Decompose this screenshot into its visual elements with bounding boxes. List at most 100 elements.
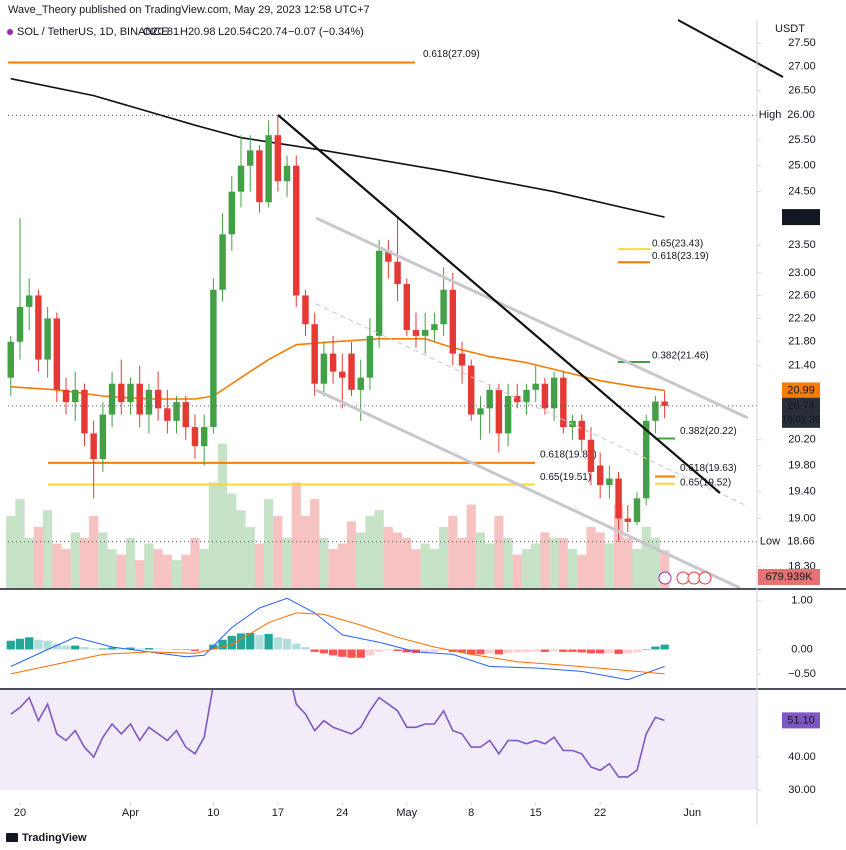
candle-body <box>311 324 318 384</box>
volume-bar <box>512 554 522 588</box>
volume-bar <box>475 532 486 588</box>
macd-bar <box>614 649 623 654</box>
rsi-panel <box>0 690 757 791</box>
trendline <box>677 19 784 78</box>
symbol-icon <box>7 29 13 35</box>
candle-body <box>486 389 493 409</box>
macd-bar <box>439 649 448 651</box>
volume-bar <box>116 554 126 588</box>
candle-body <box>256 150 263 203</box>
fib-label: 0.382(21.46) <box>652 351 709 362</box>
candle-body <box>596 465 604 486</box>
icon <box>658 571 672 585</box>
candle-body <box>99 414 107 459</box>
volume-bar <box>411 549 421 588</box>
candle-body <box>458 353 466 366</box>
macd-bar <box>52 643 61 650</box>
candle-body <box>246 150 254 166</box>
macd-bar <box>80 647 89 650</box>
macd-bar <box>522 649 531 652</box>
candle-body <box>339 371 346 378</box>
y-tick-label: 21.40 <box>788 359 816 371</box>
fib-label: 0.65(23.43) <box>652 239 703 250</box>
volume-bar <box>383 526 393 588</box>
y-tick-label: 23.50 <box>788 239 816 251</box>
volume-bar <box>660 550 670 588</box>
badge-tag: High <box>759 109 782 121</box>
macd-bar <box>402 649 411 653</box>
candle-body <box>118 383 125 403</box>
candle-body <box>72 389 79 403</box>
candle-body <box>283 165 291 182</box>
volume-bar <box>577 554 587 588</box>
candle-body <box>108 383 116 415</box>
fib-label: 0.65(19.52) <box>680 477 731 488</box>
macd-bar <box>190 649 200 651</box>
price-badge-label: 20.74 <box>787 400 815 412</box>
fib-label: 0.618(19.63) <box>680 463 737 474</box>
volume-bar <box>328 549 338 588</box>
candle-body <box>523 389 530 403</box>
macd-bar <box>135 648 144 650</box>
channel-top <box>315 216 749 420</box>
indicator-line <box>10 597 665 681</box>
volume-bar <box>217 443 228 588</box>
volume-bar <box>641 526 651 588</box>
price-badge <box>782 107 820 124</box>
macd-bar <box>246 632 255 650</box>
candle-body <box>154 389 162 409</box>
candle-body <box>357 377 364 390</box>
candle-body <box>468 365 475 415</box>
y-tick-label: 23.00 <box>788 267 816 279</box>
volume-bar <box>346 521 357 588</box>
brand-logo <box>6 833 18 842</box>
volume-bar <box>567 549 578 588</box>
volume-bar <box>199 549 209 588</box>
candle-body <box>293 165 300 296</box>
candle-body <box>164 408 171 421</box>
candle-body <box>182 402 189 428</box>
candle-body <box>228 191 236 235</box>
candle-body <box>633 498 641 522</box>
candle-body <box>145 389 153 415</box>
volume-bar <box>190 538 200 588</box>
volume-bar <box>466 504 476 588</box>
candle-body <box>449 289 457 354</box>
macd-bar <box>642 649 651 650</box>
macd-bar <box>301 647 310 650</box>
ohlc-value: O20.81 <box>143 26 179 38</box>
volume-bar <box>632 549 642 588</box>
macd-bar <box>421 649 430 653</box>
y-tick-label: 26.50 <box>788 85 816 97</box>
volume-bar <box>43 510 53 588</box>
volume-bar <box>337 543 347 588</box>
channel-mid <box>315 303 746 506</box>
candle-body <box>642 420 650 499</box>
macd-bar <box>476 649 485 655</box>
macd-bar <box>181 649 190 650</box>
volume-bar <box>236 510 246 588</box>
y-tick-label: 27.50 <box>788 37 816 49</box>
icon <box>698 571 712 585</box>
volume-bar <box>254 543 265 588</box>
ohlc-value: C20.74 <box>252 26 287 38</box>
macd-bar <box>34 639 43 650</box>
macd-bar <box>651 646 660 650</box>
macd-bar <box>568 649 577 652</box>
volume-bar <box>531 543 541 588</box>
volume-bar <box>33 526 44 588</box>
publisher: Wave_Theory published on TradingView.com… <box>8 4 370 16</box>
macd-bar <box>347 649 356 658</box>
volume-bar <box>107 549 117 588</box>
candle-body <box>477 408 484 415</box>
y-tick-label: 1.00 <box>791 595 812 607</box>
candle-body <box>532 383 539 390</box>
indicator-line <box>10 77 665 218</box>
macd-bar <box>503 649 513 653</box>
macd-bar <box>393 649 402 651</box>
volume-badge <box>758 569 820 585</box>
volume-bar <box>494 515 504 588</box>
macd-bar <box>71 645 80 650</box>
volume-bar <box>171 560 182 588</box>
macd-bar <box>467 649 476 655</box>
